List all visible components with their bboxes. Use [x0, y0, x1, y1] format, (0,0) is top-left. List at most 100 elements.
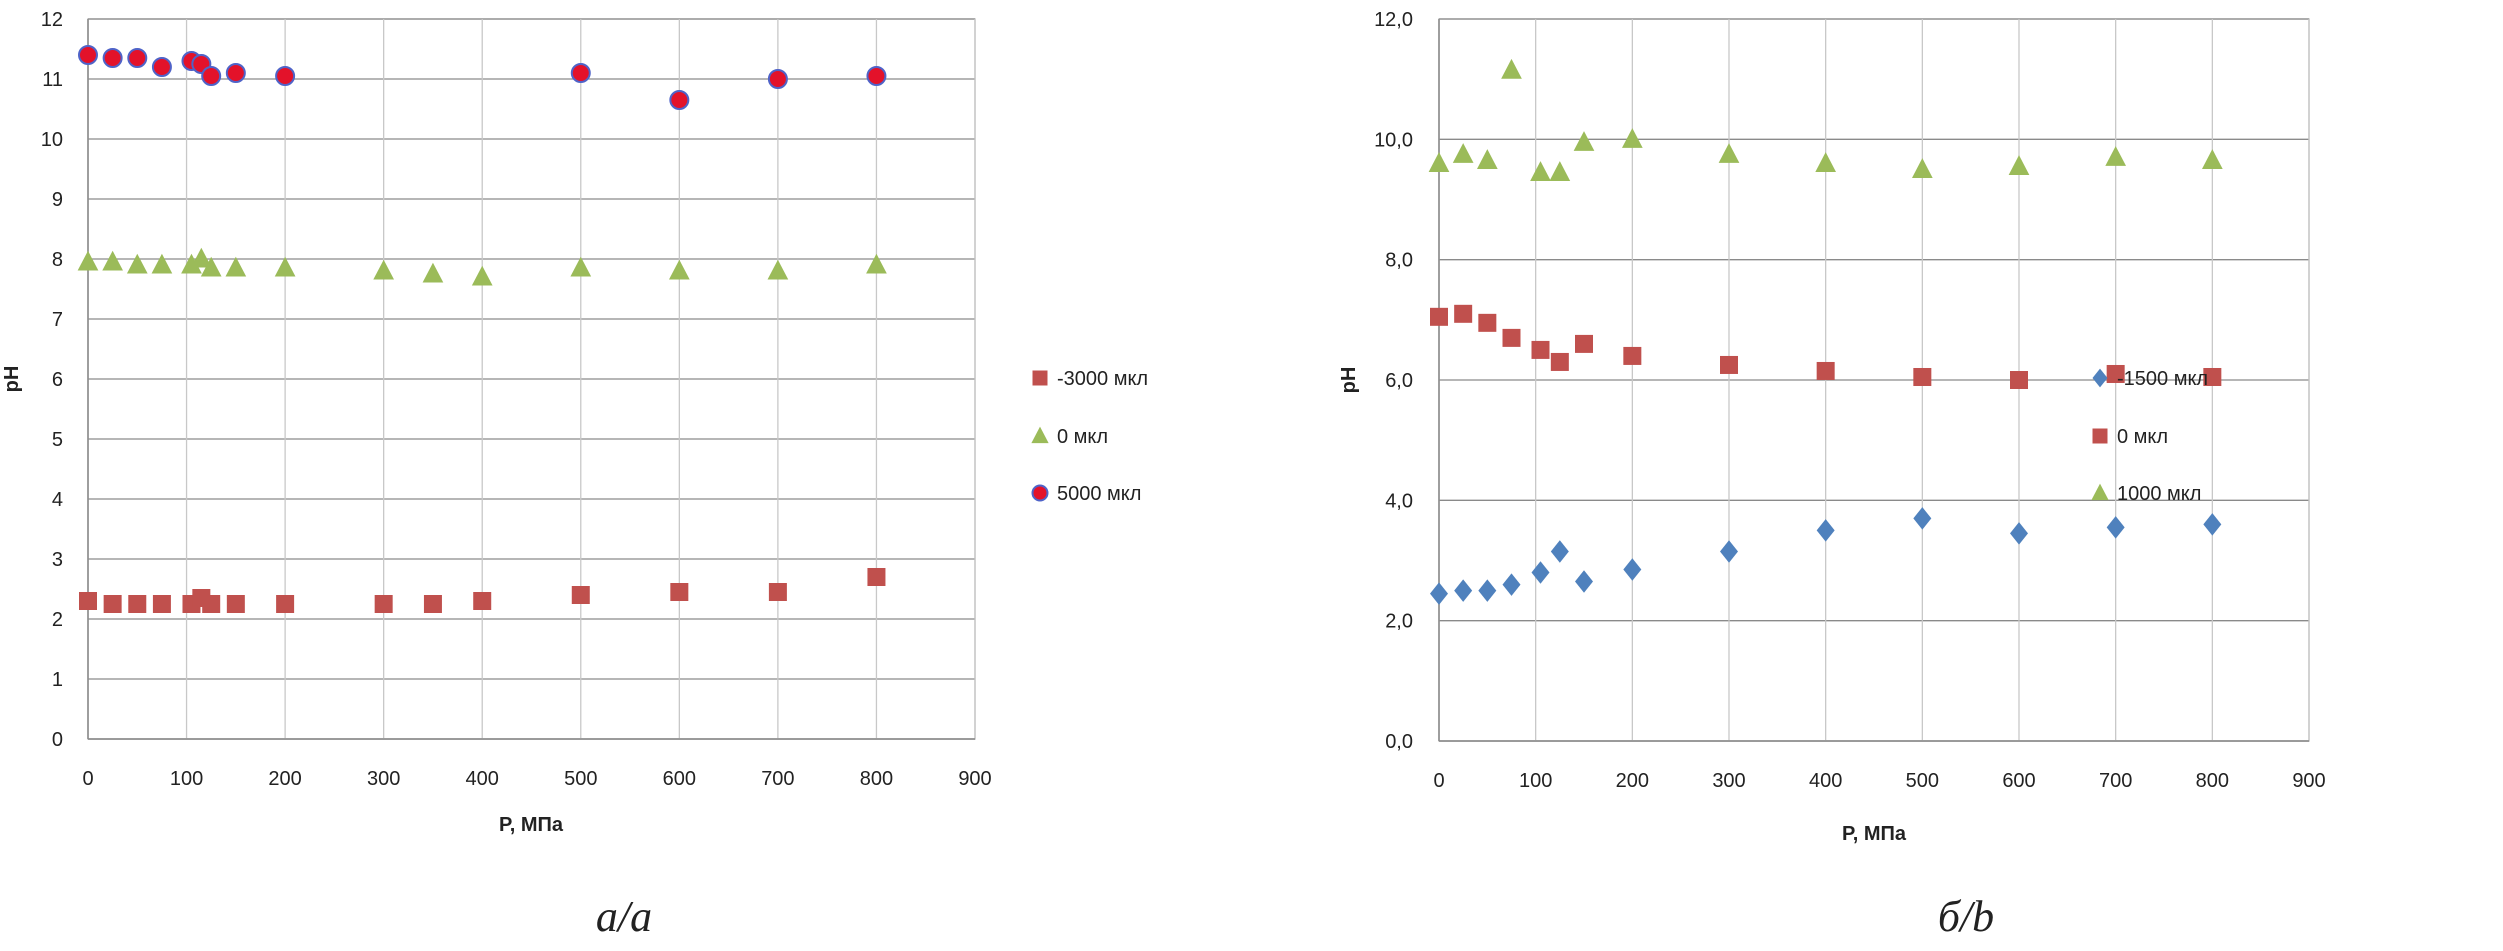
x-tick-label-b: 500 — [1906, 770, 1939, 792]
data-point-a-3 — [78, 45, 98, 65]
y-tick-label-b: 10,0 — [1374, 129, 1413, 151]
x-tick-label-b: 0 — [1433, 770, 1444, 792]
data-point-a-1 — [152, 595, 171, 613]
x-tick-label-a: 300 — [367, 768, 400, 790]
y-tick-label-b: 8,0 — [1385, 250, 1413, 272]
data-point-b-1 — [1816, 519, 1835, 542]
data-point-b-1 — [2203, 513, 2222, 536]
x-tick-label-a: 600 — [663, 768, 696, 790]
data-point-b-1 — [1531, 561, 1550, 584]
data-point-a-2 — [866, 253, 887, 274]
data-point-b-3 — [1530, 161, 1551, 181]
data-point-a-2 — [668, 259, 690, 280]
data-point-a-1 — [226, 595, 245, 613]
data-point-a-1 — [768, 583, 787, 601]
x-tick-label-a: 0 — [82, 768, 93, 790]
data-point-b-1 — [1454, 579, 1473, 602]
series-a-1 — [79, 568, 886, 613]
y-tick-label-a: 6 — [52, 369, 63, 391]
x-tick-label-a: 800 — [860, 768, 893, 790]
data-point-b-3 — [1549, 161, 1571, 181]
y-tick-label-a: 4 — [52, 489, 63, 511]
data-point-b-1 — [1575, 570, 1593, 593]
series-a-3 — [78, 45, 887, 110]
x-tick-label-b: 800 — [2196, 770, 2229, 792]
y-tick-label-a: 0 — [52, 729, 63, 751]
legend-marker-a-2 — [1031, 426, 1049, 444]
series-b-3 — [1428, 58, 2223, 181]
data-point-b-2 — [1720, 355, 1738, 374]
data-point-a-3 — [201, 66, 222, 86]
y-tick-label-a: 5 — [52, 429, 63, 451]
data-point-a-2 — [373, 259, 395, 280]
data-point-a-1 — [571, 586, 590, 604]
x-tick-label-b: 700 — [2099, 770, 2132, 792]
x-tick-label-a: 200 — [268, 768, 301, 790]
data-point-b-3 — [1476, 149, 1498, 169]
x-tick-label-b: 100 — [1519, 770, 1552, 792]
y-tick-label-a: 2 — [52, 609, 63, 631]
data-point-a-1 — [374, 595, 393, 613]
x-tick-label-a: 500 — [564, 768, 597, 790]
data-point-b-3 — [1573, 131, 1595, 151]
data-point-b-2 — [2010, 371, 2028, 389]
data-point-b-1 — [1720, 540, 1738, 563]
data-point-a-3 — [767, 69, 788, 89]
data-point-a-2 — [181, 253, 202, 274]
data-point-b-2 — [1531, 340, 1550, 359]
data-point-b-3 — [1815, 152, 1837, 172]
panel-caption-a: а/a — [596, 892, 652, 941]
y-tick-label-a: 10 — [41, 129, 63, 151]
x-tick-label-b: 200 — [1616, 770, 1649, 792]
legend-label-b-2: 0 мкл — [2117, 426, 2168, 448]
x-axis-label-a: P, МПа — [499, 814, 564, 836]
data-point-b-1 — [2010, 522, 2028, 545]
legend-label-a-2: 0 мкл — [1057, 426, 1108, 448]
y-tick-label-b: 0,0 — [1385, 731, 1413, 753]
data-point-b-1 — [1502, 573, 1521, 596]
data-point-a-1 — [867, 568, 886, 586]
data-point-a-2 — [274, 256, 296, 277]
y-tick-label-a: 9 — [52, 189, 63, 211]
x-tick-label-b: 300 — [1712, 770, 1745, 792]
data-point-b-1 — [1478, 579, 1497, 602]
legend-label-a-1: -3000 мкл — [1057, 368, 1148, 390]
data-point-b-3 — [2008, 155, 2030, 175]
data-point-a-3 — [275, 66, 296, 86]
data-point-a-3 — [570, 63, 591, 83]
y-tick-label-a: 1 — [52, 669, 63, 691]
data-point-a-2 — [200, 256, 222, 277]
data-point-b-3 — [2201, 149, 2223, 169]
legend-marker-a-1 — [1032, 370, 1048, 386]
data-point-a-2 — [102, 250, 123, 271]
data-point-a-2 — [190, 247, 212, 268]
series-a-2 — [77, 247, 887, 286]
data-point-a-2 — [151, 253, 173, 274]
data-point-b-1 — [1913, 507, 1932, 530]
y-tick-label-b: 6,0 — [1385, 370, 1413, 392]
data-point-b-3 — [1621, 128, 1643, 148]
x-tick-label-a: 100 — [170, 768, 203, 790]
x-tick-label-b: 900 — [2292, 770, 2325, 792]
data-point-a-3 — [102, 48, 123, 68]
data-point-a-1 — [473, 592, 492, 610]
data-point-b-2 — [1502, 328, 1521, 347]
data-point-b-3 — [1428, 152, 1450, 172]
x-tick-label-a: 900 — [958, 768, 991, 790]
data-point-b-1 — [1623, 558, 1642, 581]
data-point-a-2 — [767, 259, 789, 280]
y-tick-label-a: 7 — [52, 309, 63, 331]
series-b-1 — [1430, 507, 2222, 605]
y-tick-label-b: 12,0 — [1374, 9, 1413, 31]
legend-label-a-3: 5000 мкл — [1057, 483, 1141, 505]
legend-label-b-1: -1500 мкл — [2117, 368, 2208, 390]
panel-caption-b: б/b — [1938, 892, 1994, 941]
data-point-a-1 — [128, 595, 147, 613]
data-point-b-2 — [1550, 352, 1569, 371]
data-point-b-1 — [2106, 516, 2125, 539]
data-point-a-2 — [422, 262, 444, 283]
legend-label-b-3: 1000 мкл — [2117, 483, 2201, 505]
data-point-b-2 — [1575, 334, 1593, 353]
